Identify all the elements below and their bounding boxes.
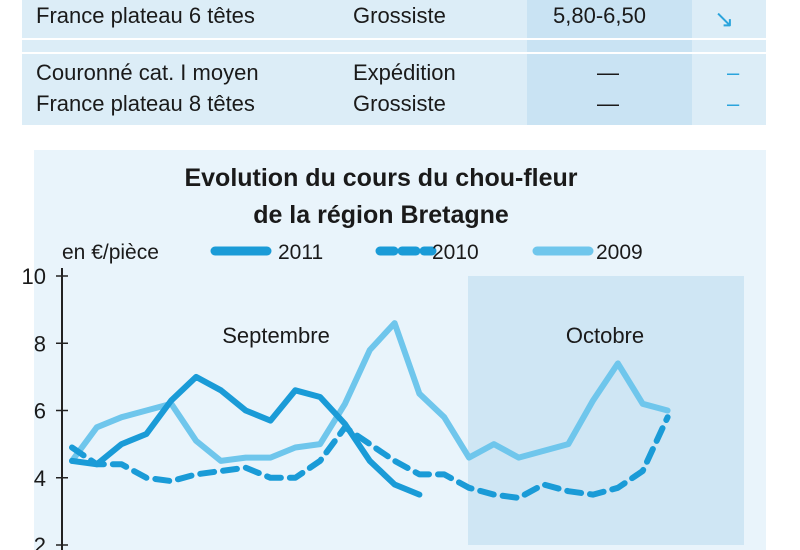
series-line-2011 — [69, 373, 423, 498]
stage-cell: Grossiste — [353, 91, 446, 116]
row-divider — [22, 38, 766, 40]
product-cell: France plateau 6 têtes — [36, 3, 255, 28]
legend-label: 2011 — [278, 241, 323, 264]
trend-down-icon: ↘ — [714, 6, 735, 33]
price-cell: — — [597, 60, 619, 85]
price-cell: 5,80-6,50 — [553, 3, 646, 28]
y-tick-label: 8 — [34, 331, 46, 356]
row-divider — [22, 52, 766, 54]
chart-title: Evolution du cours du chou-fleur — [184, 164, 577, 192]
stage-cell: Expédition — [353, 60, 456, 85]
y-tick-label: 10 — [22, 264, 46, 289]
series-line-2010 — [69, 414, 671, 501]
unit-label: en €/pièce — [62, 241, 159, 264]
legend-label: 2010 — [432, 241, 479, 264]
stage-cell: Grossiste — [353, 3, 446, 28]
period-label-september: Septembre — [222, 323, 330, 348]
y-tick-label: 6 — [34, 399, 46, 424]
product-cell: France plateau 8 têtes — [36, 91, 255, 116]
price-cell: — — [597, 91, 619, 116]
price-table: France plateau 6 têtes Grossiste 5,80-6,… — [22, 0, 766, 125]
october-shade — [468, 276, 744, 545]
legend-label: 2009 — [596, 241, 643, 264]
product-cell: Couronné cat. I moyen — [36, 60, 259, 85]
trend-stable-icon: – — [727, 91, 740, 116]
price-column-shade — [527, 0, 692, 125]
y-tick-label: 4 — [34, 466, 46, 491]
period-label-october: Octobre — [566, 323, 644, 348]
chart-title: de la région Bretagne — [253, 201, 509, 229]
trend-stable-icon: – — [727, 60, 740, 85]
y-tick-label: 2 — [34, 533, 46, 550]
